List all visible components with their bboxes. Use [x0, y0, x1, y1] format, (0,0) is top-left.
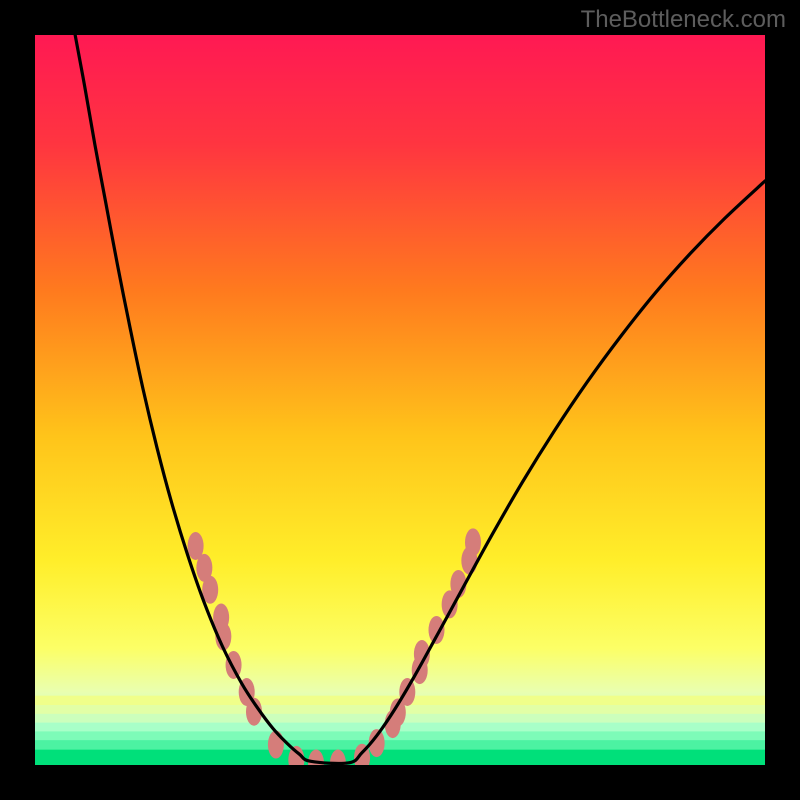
floor-band	[35, 750, 765, 765]
floor-band	[35, 731, 765, 740]
floor-band	[35, 740, 765, 749]
data-marker	[465, 528, 481, 556]
watermark-label: TheBottleneck.com	[581, 6, 786, 34]
data-marker	[399, 678, 415, 706]
data-marker	[429, 616, 445, 644]
plot-svg	[35, 35, 765, 765]
v-curve-chart	[35, 35, 765, 765]
chart-container: TheBottleneck.com	[0, 0, 800, 800]
data-marker	[268, 731, 284, 759]
